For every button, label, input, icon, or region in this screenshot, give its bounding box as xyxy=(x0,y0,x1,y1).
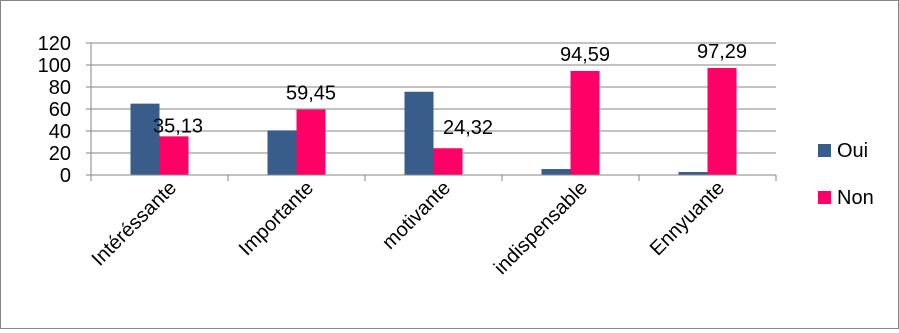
data-label: 35,13 xyxy=(153,115,203,137)
bar-non-3 xyxy=(570,70,600,175)
x-tick-label: motivante xyxy=(378,177,455,254)
y-tick-label: 0 xyxy=(60,165,71,187)
legend-label-non: Non xyxy=(837,187,874,209)
bar-oui-0 xyxy=(130,103,160,175)
data-labels: 35,13 59,45 24,32 94,59 97,29 xyxy=(153,41,747,139)
x-tick-label: Ennyuante xyxy=(646,177,729,260)
bar-oui-4 xyxy=(678,172,708,175)
y-tick-label: 80 xyxy=(49,77,71,99)
bar-oui-1 xyxy=(267,130,297,175)
y-tick-label: 40 xyxy=(49,121,71,143)
bar-non-0 xyxy=(159,136,189,175)
bars xyxy=(130,67,737,175)
legend-swatch-non xyxy=(818,191,831,204)
x-tick-label: indispensable xyxy=(490,177,592,279)
y-tick-label: 60 xyxy=(49,99,71,121)
y-tick-label: 120 xyxy=(38,33,71,55)
bar-oui-2 xyxy=(404,91,434,175)
y-tick-label: 100 xyxy=(38,55,71,77)
x-tick-label: Importante xyxy=(235,177,318,260)
legend-swatch-oui xyxy=(818,144,831,157)
bar-non-1 xyxy=(296,109,326,175)
bar-non-4 xyxy=(707,67,737,175)
data-label: 97,29 xyxy=(697,41,747,63)
x-tick-label: Intéréssante xyxy=(88,177,181,270)
legend: Oui Non xyxy=(818,140,874,209)
x-tick-labels: Intéréssante Importante motivante indispens… xyxy=(88,177,729,279)
legend-label-oui: Oui xyxy=(837,140,868,162)
axes xyxy=(86,42,777,181)
bar-non-2 xyxy=(433,148,463,175)
data-label: 24,32 xyxy=(443,117,493,139)
y-tick-label: 20 xyxy=(49,143,71,165)
bar-oui-3 xyxy=(541,169,571,175)
data-label: 59,45 xyxy=(286,83,336,105)
data-label: 94,59 xyxy=(560,44,610,66)
